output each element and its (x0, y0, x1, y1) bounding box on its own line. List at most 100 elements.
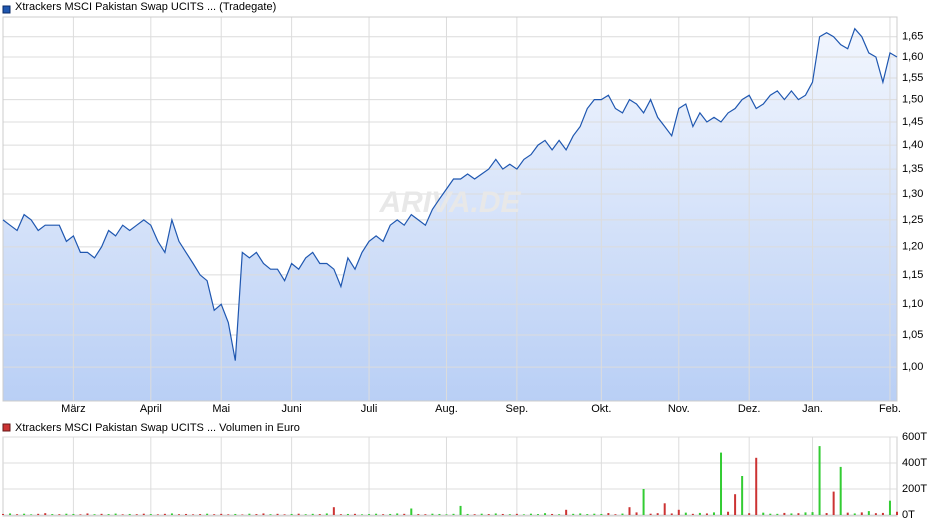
volume-bar (276, 513, 279, 515)
volume-bar (389, 513, 392, 515)
volume-bar (149, 514, 152, 515)
legend-swatch (2, 5, 11, 14)
volume-bar (135, 514, 138, 515)
volume-bar (121, 514, 124, 515)
volume-bar (318, 514, 321, 515)
y-tick-label: 1,10 (902, 298, 923, 310)
volume-bar (748, 513, 751, 515)
volume-bar (691, 513, 694, 515)
volume-bar (720, 452, 723, 515)
volume-bar (185, 513, 188, 515)
area-fill (3, 28, 897, 401)
x-tick-label: März (61, 403, 85, 415)
volume-bar (37, 513, 40, 515)
volume-bar (410, 508, 413, 515)
volume-bar (192, 514, 195, 515)
volume-bar (290, 513, 293, 515)
volume-bar (769, 513, 772, 515)
volume-bar (712, 512, 715, 515)
y-tick-label: 1,25 (902, 214, 923, 226)
x-tick-label: Mai (212, 403, 230, 415)
volume-bar (684, 512, 687, 515)
volume-bar (466, 513, 469, 515)
volume-bar (213, 514, 216, 515)
volume-bar (297, 513, 300, 515)
volume-bar (565, 509, 568, 515)
volume-bar (888, 500, 891, 515)
plot-frame (2, 436, 898, 517)
volume-bar (846, 512, 849, 515)
volume-bar (262, 513, 265, 515)
volume-bar (734, 494, 737, 515)
volume-bar (741, 476, 744, 515)
volume-bar (896, 511, 898, 515)
volume-bar (311, 513, 314, 515)
volume-bar (9, 513, 12, 515)
volume-bar (839, 466, 842, 515)
volume-bar (656, 513, 659, 515)
volume-bar (579, 513, 582, 515)
volume-bar (30, 514, 33, 515)
volume-bar (459, 505, 462, 515)
volume-bar (572, 513, 575, 515)
y-tick-label: 1,00 (902, 361, 923, 373)
volume-bar (649, 513, 652, 515)
volume-bar (220, 513, 223, 515)
volume-bar (853, 513, 856, 515)
volume-bar (551, 513, 554, 515)
volume-bar (44, 513, 47, 515)
volume-bar (874, 513, 877, 515)
volume-bar (51, 514, 54, 515)
volume-bar (586, 514, 589, 515)
x-tick-label: Feb. (879, 403, 901, 415)
x-tick-label: Dez. (738, 403, 761, 415)
volume-bar (417, 514, 420, 515)
volume-bar (494, 513, 497, 515)
x-tick-label: Aug. (435, 403, 458, 415)
volume-bar (199, 514, 202, 515)
volume-bar (107, 514, 110, 515)
x-tick-label: Jan. (802, 403, 823, 415)
volume-bar (677, 509, 680, 515)
plot-frame (2, 16, 898, 402)
volume-bar (755, 457, 758, 515)
volume-bar (670, 513, 673, 515)
volume-bar (100, 513, 103, 515)
volume-bar (269, 514, 272, 515)
volume-bar (248, 513, 251, 515)
watermark: ARIVA.DE (378, 186, 521, 219)
volume-bar (403, 513, 406, 515)
y-tick-label: 600T (902, 431, 927, 443)
volume-bar (832, 491, 835, 515)
y-tick-label: 200T (902, 483, 927, 495)
y-tick-label: 1,50 (902, 93, 923, 105)
volume-bar (58, 514, 61, 515)
volume-bar (621, 513, 624, 515)
volume-bar (241, 514, 244, 515)
volume-bar (114, 513, 117, 515)
volume-bar (881, 512, 884, 515)
volume-bar (536, 514, 539, 515)
volume-bar (170, 513, 173, 515)
x-tick-label: Nov. (668, 403, 690, 415)
volume-bar (515, 513, 518, 515)
y-tick-label: 1,60 (902, 51, 923, 63)
volume-bar (860, 512, 863, 515)
y-tick-label: 1,15 (902, 269, 923, 281)
volume-bar (325, 513, 328, 515)
chart-title: Xtrackers MSCI Pakistan Swap UCITS ... (… (15, 1, 276, 13)
volume-bar (128, 513, 131, 515)
y-tick-label: 400T (902, 457, 927, 469)
volume-bar (508, 514, 511, 515)
x-tick-label: April (140, 403, 162, 415)
y-tick-label: 1,65 (902, 31, 923, 43)
volume-bar (607, 513, 610, 515)
volume-bar (480, 513, 483, 515)
volume-bar (163, 513, 166, 515)
y-tick-label: 1,40 (902, 139, 923, 151)
volume-bar (614, 514, 617, 515)
volume-bar (72, 513, 75, 515)
volume-bar (86, 513, 89, 515)
volume-bar (304, 514, 307, 515)
